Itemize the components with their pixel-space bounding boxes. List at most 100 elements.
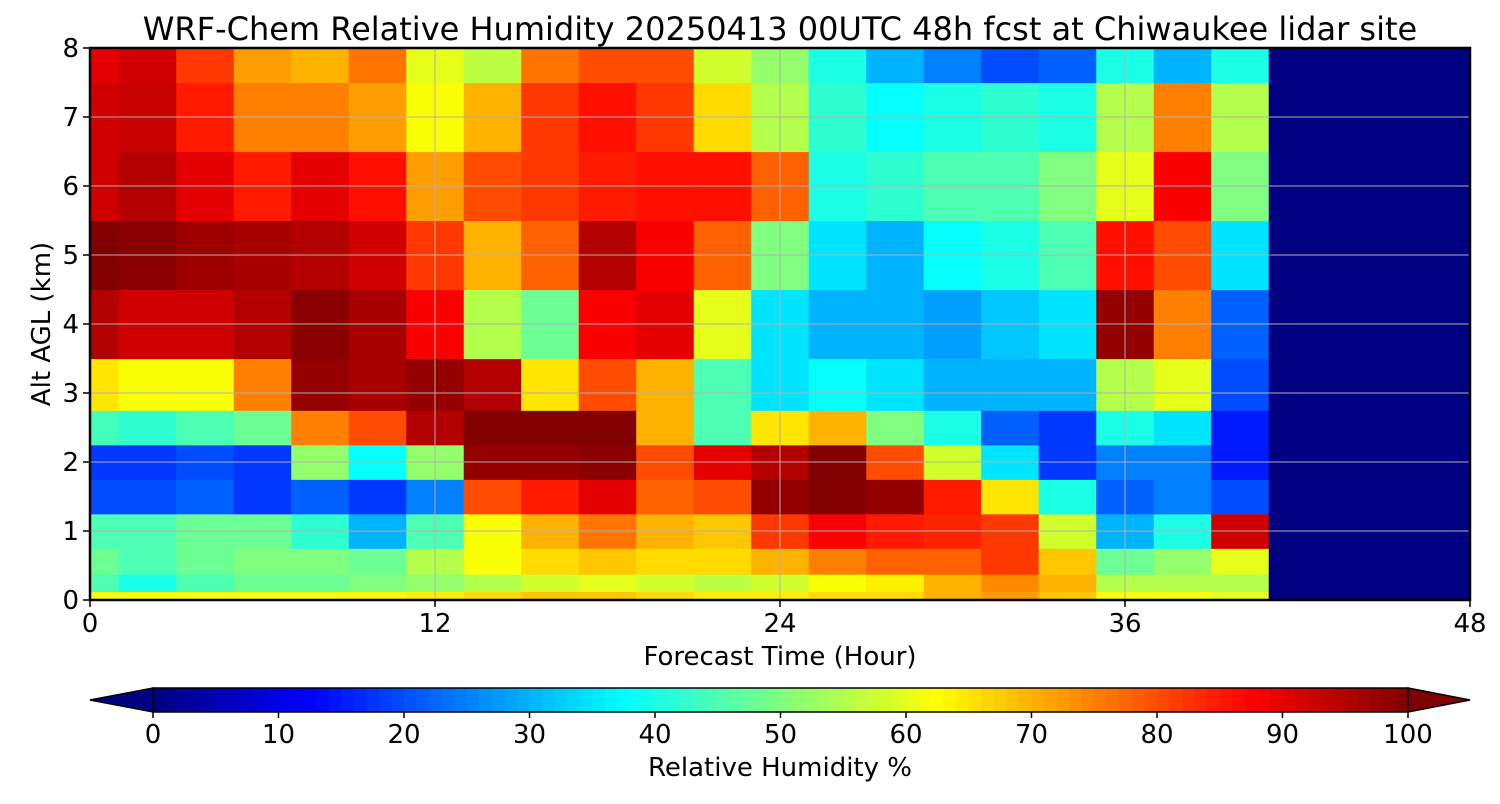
heatmap-cell xyxy=(1038,410,1097,446)
colorbar-segment xyxy=(1044,688,1058,712)
heatmap-cell xyxy=(866,479,925,515)
colorbar-segment xyxy=(1345,688,1359,712)
colorbar-segment xyxy=(855,688,869,712)
colorbar-tick-label: 70 xyxy=(1015,720,1048,750)
colorbar-segment xyxy=(1094,688,1108,712)
colorbar-ticks: 0 10 20 30 40 50 60 70 80 90 100 xyxy=(145,712,1433,750)
heatmap-cell xyxy=(923,410,982,446)
heatmap-cell xyxy=(923,48,982,84)
heatmap-cell xyxy=(521,48,580,84)
heatmap-cell xyxy=(1441,48,1471,84)
colorbar-tick-label: 100 xyxy=(1383,720,1433,750)
colorbar-segment xyxy=(642,688,656,712)
colorbar-segment xyxy=(1370,688,1384,712)
colorbar-segment xyxy=(1119,688,1133,712)
heatmap-cell xyxy=(348,574,407,592)
y-axis-label: Alt AGL (km) xyxy=(27,242,57,406)
heatmap-cell xyxy=(808,548,867,575)
heatmap-cell xyxy=(981,479,1040,515)
heatmap-cell xyxy=(981,548,1040,575)
heatmap-cell xyxy=(1211,48,1270,84)
colorbar-segment xyxy=(1257,688,1271,712)
heatmap-cell xyxy=(866,358,925,411)
heatmap-cell xyxy=(808,48,867,84)
colorbar-segment xyxy=(353,688,367,712)
heatmap-cell xyxy=(1038,358,1097,411)
heatmap-cell xyxy=(233,574,292,592)
heatmap-cell xyxy=(1326,410,1385,446)
heatmap-cell xyxy=(578,548,637,575)
colorbar-segment xyxy=(504,688,518,712)
heatmap-cell xyxy=(1441,574,1471,592)
heatmap-cell xyxy=(176,479,235,515)
heatmap-cell xyxy=(981,48,1040,84)
heatmap-cell xyxy=(118,591,177,601)
colorbar-segment xyxy=(730,688,744,712)
colorbar-segment xyxy=(680,688,694,712)
colorbar-segment xyxy=(868,688,882,712)
colorbar-segment xyxy=(429,688,443,712)
colorbar-segment xyxy=(190,688,204,712)
colorbar-segment xyxy=(1232,688,1246,712)
heatmap-cell xyxy=(636,548,695,575)
heatmap-cell xyxy=(90,574,120,592)
heatmap-cell xyxy=(693,574,752,592)
heatmap-cell xyxy=(1326,548,1385,575)
heatmap-cell xyxy=(1153,591,1212,601)
heatmap-cell xyxy=(90,479,120,515)
y-tick-label: 1 xyxy=(62,517,79,547)
colorbar-segment xyxy=(993,688,1007,712)
colorbar-segment xyxy=(880,688,894,712)
heatmap-cell xyxy=(291,358,350,411)
x-tick-label: 24 xyxy=(763,609,796,639)
colorbar-segment xyxy=(328,688,342,712)
heatmap-cell xyxy=(1326,591,1385,601)
x-axis-ticks: 0 12 24 36 48 xyxy=(82,600,1487,639)
colorbar-segment xyxy=(567,688,581,712)
colorbar-segment xyxy=(228,688,242,712)
heatmap-cell xyxy=(1326,479,1385,515)
heatmap-cell xyxy=(291,574,350,592)
heatmap-cell xyxy=(233,410,292,446)
heatmap-cell xyxy=(923,574,982,592)
colorbar-tick-label: 60 xyxy=(889,720,922,750)
heatmap-cell xyxy=(923,548,982,575)
colorbar-tick-label: 90 xyxy=(1266,720,1299,750)
heatmap-cell xyxy=(1153,574,1212,592)
colorbar-segment xyxy=(1320,688,1334,712)
colorbar-segment xyxy=(1144,688,1158,712)
colorbar-segment xyxy=(265,688,279,712)
heatmap-cell xyxy=(808,591,867,601)
heatmap-cell xyxy=(981,574,1040,592)
colorbar-segment xyxy=(391,688,405,712)
colorbar-segment xyxy=(1244,688,1258,712)
colorbar-segment xyxy=(742,688,756,712)
heatmap-cell xyxy=(1211,548,1270,575)
colorbar-tick-label: 0 xyxy=(145,720,162,750)
heatmap-cell xyxy=(1211,479,1270,515)
heatmap-cell xyxy=(1211,591,1270,601)
colorbar-segment xyxy=(303,688,317,712)
heatmap-cell xyxy=(291,591,350,601)
colorbar-tick-label: 50 xyxy=(764,720,797,750)
colorbar-segment xyxy=(943,688,957,712)
heatmap-cell xyxy=(1268,479,1327,515)
heatmap-cell xyxy=(1383,479,1442,515)
colorbar-segment xyxy=(1157,688,1171,712)
heatmap-cell xyxy=(176,410,235,446)
heatmap-cell xyxy=(463,358,522,411)
heatmap-cell xyxy=(521,358,580,411)
colorbar-label: Relative Humidity % xyxy=(648,753,912,783)
heatmap-cell xyxy=(866,574,925,592)
colorbar-segment xyxy=(516,688,530,712)
colorbar-segment xyxy=(542,688,556,712)
y-tick-label: 7 xyxy=(62,103,79,133)
heatmap-cell xyxy=(1153,548,1212,575)
heatmap-cell xyxy=(1326,574,1385,592)
heatmap-cell xyxy=(636,48,695,84)
colorbar-segment xyxy=(1269,688,1283,712)
y-tick-label: 3 xyxy=(62,379,79,409)
x-tick-label: 0 xyxy=(82,609,99,639)
